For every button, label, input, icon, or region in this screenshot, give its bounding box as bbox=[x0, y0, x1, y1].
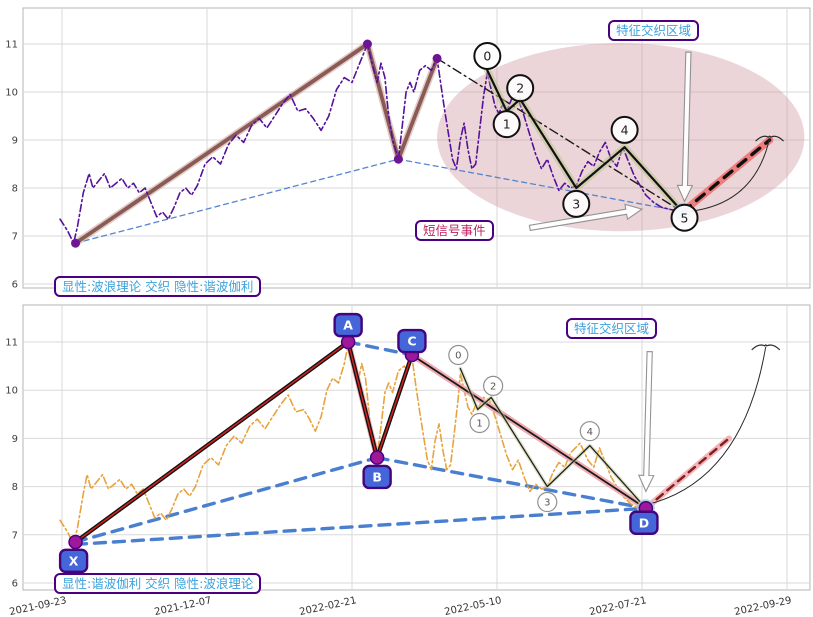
y-tick-label: 10 bbox=[5, 88, 18, 99]
wave-circle-1 bbox=[492, 110, 521, 139]
projection-arc bbox=[682, 137, 771, 213]
anchor-dot bbox=[68, 534, 83, 550]
wave-circle-5 bbox=[670, 203, 699, 232]
y-tick-label: 10 bbox=[5, 386, 18, 397]
anchor-dot bbox=[340, 334, 356, 350]
wave-circle-label: 4 bbox=[621, 122, 629, 137]
series-price bbox=[59, 43, 684, 244]
plot-border bbox=[22, 7, 811, 289]
panel-top: 6 7 8 9 10 11 0 1 2 3 4 5 bbox=[5, 7, 811, 291]
series-xd-dashed bbox=[73, 506, 648, 547]
wave-circle-label: 1 bbox=[503, 117, 511, 132]
y-tick-label: 6 bbox=[12, 579, 18, 590]
wave-circle-label: 1 bbox=[476, 419, 482, 430]
wave-circle-3 bbox=[537, 491, 558, 513]
x-tick-label: 2021-09-23 bbox=[8, 595, 67, 617]
series-bd-dashed bbox=[375, 456, 648, 510]
xabcd-marker-C bbox=[397, 328, 427, 354]
xabcd-marker-X bbox=[58, 548, 89, 574]
series-xb-dashed bbox=[73, 456, 379, 544]
xabcd-marker-A bbox=[333, 312, 363, 338]
y-tick-label: 7 bbox=[12, 232, 18, 243]
y-tick-label: 8 bbox=[12, 184, 18, 195]
y-tick-label: 9 bbox=[12, 434, 18, 445]
wave-circle-label: 3 bbox=[544, 498, 550, 509]
series-ab-line-core bbox=[347, 341, 378, 459]
x-tick-label: 2022-05-10 bbox=[443, 595, 502, 617]
wave-circle-1 bbox=[469, 412, 490, 434]
bottom-legend-annotation: 显性:谐波伽利 交织 隐性:波浪理论 bbox=[54, 573, 262, 594]
xabcd-marker-label: A bbox=[343, 318, 353, 333]
series-xa-line-core bbox=[74, 341, 349, 543]
y-tick-label: 7 bbox=[12, 530, 18, 541]
projection-arc bbox=[645, 346, 767, 506]
series-projection bbox=[680, 138, 772, 214]
bottom-region-annotation: 特征交织区域 bbox=[566, 318, 658, 339]
xabcd-marker-label: C bbox=[407, 334, 416, 349]
bracket-mark bbox=[755, 135, 785, 142]
anchor-dot bbox=[393, 154, 403, 164]
xabcd-marker-label: B bbox=[372, 469, 382, 484]
series-hidden-elliott bbox=[459, 367, 647, 509]
wave-circle-label: 4 bbox=[587, 427, 593, 438]
wave-circle-0 bbox=[448, 344, 469, 366]
xabcd-marker-label: X bbox=[69, 553, 79, 568]
wave-circle-4 bbox=[579, 421, 600, 442]
top-legend-annotation: 显性:波浪理论 交织 隐性:谐波伽利 bbox=[54, 276, 262, 297]
wave-circle-0 bbox=[473, 42, 502, 70]
bracket-mark bbox=[751, 344, 781, 351]
wave-circle-3 bbox=[562, 189, 591, 218]
anchor-dot bbox=[71, 238, 81, 248]
x-tick-label: 2022-09-29 bbox=[733, 595, 792, 617]
y-tick-label: 11 bbox=[5, 338, 18, 349]
region-arrow-white bbox=[676, 51, 694, 203]
wave-circle-label: 0 bbox=[455, 351, 461, 362]
wave-circle-label: 2 bbox=[516, 81, 524, 96]
wave-circle-label: 5 bbox=[681, 210, 689, 225]
y-tick-label: 11 bbox=[5, 40, 18, 51]
wave-circle-2 bbox=[506, 74, 535, 103]
y-tick-label: 9 bbox=[12, 136, 18, 147]
x-tick-label: 2021-12-07 bbox=[153, 595, 212, 617]
top-region-annotation: 特征交织区域 bbox=[608, 20, 700, 41]
region-arrow-white bbox=[637, 351, 655, 493]
xabcd-marker-label: D bbox=[639, 515, 649, 530]
xabcd-marker-D bbox=[629, 510, 659, 535]
wave-circle-label: 3 bbox=[572, 196, 580, 211]
anchor-dot bbox=[432, 53, 442, 63]
wave-circle-4 bbox=[610, 115, 639, 144]
anchor-dot bbox=[362, 39, 372, 49]
series-projection bbox=[644, 437, 731, 510]
series-trend-dashdot bbox=[436, 57, 684, 213]
y-tick-label: 6 bbox=[12, 280, 18, 291]
signal-arrow-white bbox=[528, 203, 644, 232]
short-signal-annotation: 短信号事件 bbox=[415, 220, 494, 241]
series-primary-wave-line bbox=[73, 42, 440, 246]
y-tick-label: 8 bbox=[12, 482, 18, 493]
x-tick-label: 2022-02-21 bbox=[298, 595, 357, 617]
anchor-dot bbox=[369, 450, 385, 465]
series-cd-line bbox=[410, 354, 647, 510]
wave-circle-2 bbox=[483, 375, 504, 396]
series-hidden-elliott bbox=[486, 69, 684, 214]
xabcd-marker-B bbox=[362, 464, 392, 490]
wave-circle-label: 0 bbox=[483, 49, 491, 64]
series-ac-dashed bbox=[346, 340, 414, 357]
series-bc-line-core bbox=[376, 354, 413, 459]
wave-circle-label: 2 bbox=[490, 381, 496, 392]
x-tick-label: 2022-07-21 bbox=[588, 595, 647, 617]
